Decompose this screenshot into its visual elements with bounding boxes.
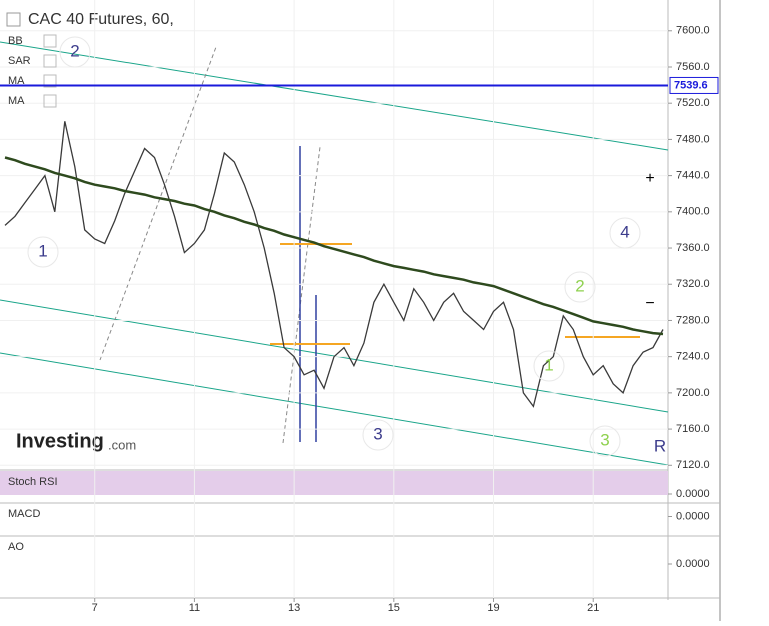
logo-suffix: .com [108, 437, 136, 452]
indicator-label: SAR [8, 55, 31, 67]
x-tick-label: 21 [587, 602, 599, 614]
wave-circle [589, 425, 621, 457]
wave-label: 2 [70, 41, 79, 60]
series-line [4, 121, 664, 408]
wave-label: 2 [575, 276, 584, 295]
y-tick-label: 7600.0 [676, 25, 710, 37]
wave-circle [362, 419, 394, 451]
y-tick-label: 7280.0 [676, 314, 710, 326]
x-tick-label: 19 [487, 602, 499, 614]
y-tick-label: 7240.0 [676, 351, 710, 363]
indicator-settings[interactable] [43, 74, 57, 88]
wave-circle [27, 236, 59, 268]
indicator-label: BB [8, 35, 23, 47]
y-tick-label: 7520.0 [676, 97, 710, 109]
zoom-button[interactable]: + [645, 170, 654, 187]
wave-label: 4 [620, 222, 629, 241]
wave-label: 3 [373, 424, 382, 443]
wave-circle [609, 217, 641, 249]
indicator-settings[interactable] [43, 94, 57, 108]
y-tick-label: 7160.0 [676, 423, 710, 435]
y-tick-label: 7120.0 [676, 459, 710, 471]
pane-tick-label: 0.0000 [676, 488, 710, 500]
pane-label: AO [8, 541, 24, 553]
wave-circle [533, 350, 565, 382]
trend-line [0, 41, 669, 151]
wave-circle [59, 36, 91, 68]
pane-tick-label: 0.0000 [676, 558, 710, 570]
wave-circle [564, 271, 596, 303]
y-tick-label: 7560.0 [676, 61, 710, 73]
wave-label: 3 [600, 430, 609, 449]
x-tick-label: 7 [92, 602, 98, 614]
indicator-label: MA [8, 95, 25, 107]
trend-line [0, 352, 669, 466]
chart-title: CAC 40 Futures, 60, [28, 11, 174, 28]
stoch-band [0, 471, 668, 495]
indicator-label: MA [8, 75, 25, 87]
wave-label: 1 [38, 241, 47, 260]
indicator-settings[interactable] [43, 34, 57, 48]
pane-label: MACD [8, 508, 40, 520]
collapse-icon[interactable] [6, 12, 21, 27]
y-tick-label: 7320.0 [676, 278, 710, 290]
fib-line [282, 146, 321, 444]
pane-tick-label: 0.0000 [676, 510, 710, 522]
y-tick-label: 7400.0 [676, 206, 710, 218]
logo: Investing [16, 430, 104, 452]
y-tick-label: 7200.0 [676, 387, 710, 399]
price-line-label: 7539.6 [674, 79, 708, 91]
x-tick-label: 11 [189, 602, 200, 614]
wave-label: 1 [544, 355, 553, 374]
chart-bg [0, 0, 720, 621]
wave-label: R [654, 436, 666, 455]
y-tick-label: 7360.0 [676, 242, 710, 254]
x-tick-label: 15 [388, 602, 400, 614]
x-tick-label: 13 [288, 602, 300, 614]
zoom-button[interactable]: − [645, 295, 654, 312]
series-line [4, 156, 664, 336]
y-tick-label: 7480.0 [676, 133, 710, 145]
pane-label: Stoch RSI [8, 476, 58, 488]
indicator-settings[interactable] [43, 54, 57, 68]
y-tick-label: 7440.0 [676, 170, 710, 182]
price-line-tag [669, 76, 719, 94]
